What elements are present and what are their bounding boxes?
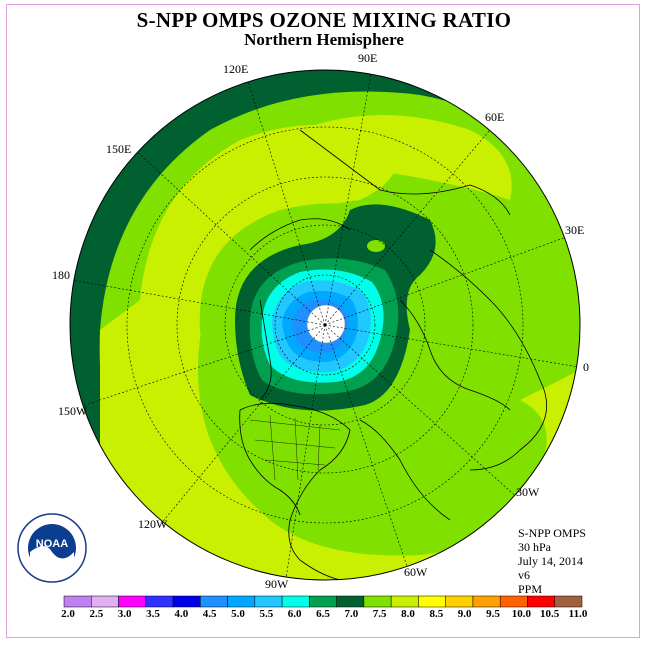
info-instrument: S-NPP OMPS xyxy=(518,526,586,540)
colorbar-tick-label: 8.5 xyxy=(429,608,444,620)
us-states xyxy=(249,414,341,481)
colorbar-swatch xyxy=(499,595,528,608)
colorbar-tick-label: 10.0 xyxy=(511,608,531,620)
noaa-logo: NOAA xyxy=(17,513,87,583)
image-frame xyxy=(6,4,640,638)
lon-label-90w: 90W xyxy=(265,577,289,591)
lon-label-90e: 90E xyxy=(358,51,378,65)
colorbar-swatch xyxy=(390,595,419,608)
colorbar-swatch xyxy=(527,595,555,608)
contour-band-8-0-north xyxy=(298,115,512,200)
lon-label-30e: 30E xyxy=(565,223,585,237)
colorbar-swatch xyxy=(145,595,174,608)
colorbar xyxy=(63,595,583,608)
colorbar-tick-label: 10.5 xyxy=(540,608,560,620)
colorbar-tick-label: 5.0 xyxy=(231,608,245,620)
colorbar-tick-label: 2.0 xyxy=(61,608,75,620)
colorbar-tick-label: 6.5 xyxy=(316,608,330,620)
colorbar-tick-label: 3.0 xyxy=(117,608,132,620)
colorbar-tick-label: 6.0 xyxy=(287,608,302,620)
lon-label-30w: 30W xyxy=(516,485,540,499)
colorbar-swatch xyxy=(336,595,365,608)
page-title: S-NPP OMPS OZONE MIXING RATIO xyxy=(136,8,512,32)
colorbar-swatch xyxy=(309,595,337,608)
lon-label-60e: 60E xyxy=(485,110,505,124)
colorbar-swatch xyxy=(227,595,256,608)
lon-label-120w: 120W xyxy=(138,517,168,531)
colorbar-tick-label: 9.5 xyxy=(486,608,500,620)
coastlines xyxy=(239,129,547,580)
noaa-logo-text: NOAA xyxy=(36,538,68,550)
colorbar-swatch xyxy=(63,595,92,608)
globe-border xyxy=(69,69,581,581)
lon-label-120e: 120E xyxy=(223,62,249,76)
colorbar-tick-label: 3.5 xyxy=(146,608,160,620)
colorbar-swatch xyxy=(472,595,501,608)
lon-label-60w: 60W xyxy=(404,565,428,579)
colorbar-tick-label: 4.0 xyxy=(174,608,189,620)
colorbar-swatch xyxy=(91,595,119,608)
colorbar-tick-label: 5.5 xyxy=(259,608,274,620)
lon-label-180: 180 xyxy=(52,268,70,282)
info-level: 30 hPa xyxy=(518,540,551,554)
colorbar-swatch xyxy=(418,595,446,608)
lon-label-150w: 150W xyxy=(58,404,88,418)
colorbar-swatch xyxy=(254,595,283,608)
colorbar-tick-label: 4.5 xyxy=(202,608,217,620)
colorbar-swatch xyxy=(200,595,228,608)
colorbar-tick-label: 7.5 xyxy=(372,608,387,620)
colorbar-tick-label: 8.0 xyxy=(401,608,415,620)
colorbar-tick-label: 2.5 xyxy=(89,608,104,620)
contour-patch xyxy=(367,240,385,252)
page-subtitle: Northern Hemisphere xyxy=(244,30,404,49)
colorbar-swatch xyxy=(118,595,147,608)
colorbar-swatch xyxy=(363,595,392,608)
colorbar-swatch xyxy=(554,595,583,608)
colorbar-swatch xyxy=(445,595,474,608)
colorbar-swatch xyxy=(281,595,310,608)
info-version: v6 xyxy=(518,568,530,582)
lon-label-0: 0 xyxy=(583,360,589,374)
colorbar-tick-label: 9.0 xyxy=(457,608,472,620)
longitude-grid xyxy=(70,70,580,580)
info-date: July 14, 2014 xyxy=(518,554,584,568)
lon-label-150e: 150E xyxy=(106,142,132,156)
info-units: PPM xyxy=(518,582,543,596)
latitude-grid xyxy=(126,126,524,524)
colorbar-tick-label: 7.0 xyxy=(344,608,359,620)
colorbar-swatch xyxy=(172,595,201,608)
colorbar-tick-label: 11.0 xyxy=(568,608,588,620)
